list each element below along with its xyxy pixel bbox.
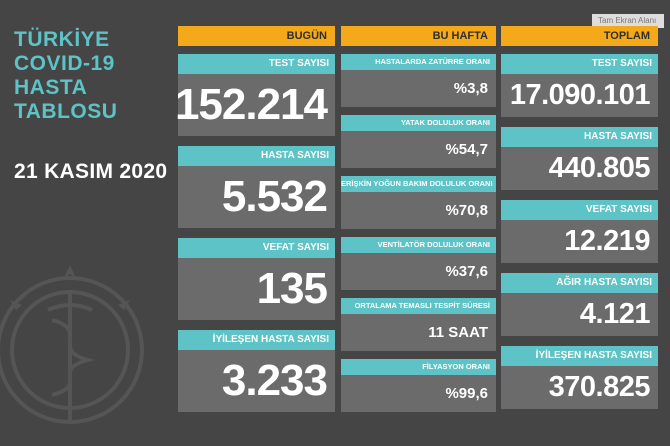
card-label: İYİLEŞEN HASTA SAYISI xyxy=(501,346,658,366)
total-severe-card: AĞIR HASTA SAYISI 4.121 xyxy=(501,273,658,336)
card-value: 370.825 xyxy=(501,366,658,409)
card-label: HASTA SAYISI xyxy=(178,146,335,166)
card-value: %3,8 xyxy=(341,70,496,107)
total-patient-card: HASTA SAYISI 440.805 xyxy=(501,127,658,190)
today-recovered-card: İYİLEŞEN HASTA SAYISI 3.233 xyxy=(178,330,335,412)
card-label: İYİLEŞEN HASTA SAYISI xyxy=(178,330,335,350)
card-value: 4.121 xyxy=(501,293,658,336)
card-value: 135 xyxy=(178,258,335,320)
page-title: TÜRKİYE COVID-19 HASTA TABLOSU xyxy=(14,28,117,124)
week-pneumonia-card: HASTALARDA ZATÜRRE ORANI %3,8 xyxy=(341,54,496,107)
card-value: 3.233 xyxy=(178,350,335,412)
card-value: 12.219 xyxy=(501,220,658,263)
week-filiation-card: FİLYASYON ORANI %99,6 xyxy=(341,359,496,412)
total-recovered-card: İYİLEŞEN HASTA SAYISI 370.825 xyxy=(501,346,658,409)
card-label: AĞIR HASTA SAYISI xyxy=(501,273,658,293)
header-week: BU HAFTA xyxy=(341,26,496,46)
header-total: TOPLAM xyxy=(501,26,658,46)
card-value: %37,6 xyxy=(341,253,496,290)
total-test-card: TEST SAYISI 17.090.101 xyxy=(501,54,658,117)
card-label: FİLYASYON ORANI xyxy=(341,359,496,375)
card-label: TEST SAYISI xyxy=(501,54,658,74)
week-contact-card: ORTALAMA TEMASLI TESPİT SÜRESİ 11 SAAT xyxy=(341,298,496,351)
ministry-emblem-icon xyxy=(0,265,144,424)
card-value: 5.532 xyxy=(178,166,335,228)
card-label: VEFAT SAYISI xyxy=(178,238,335,258)
card-value: 17.090.101 xyxy=(501,74,658,117)
card-value: 11 SAAT xyxy=(341,314,496,351)
card-value: 152.214 xyxy=(175,74,335,136)
report-date: 21 KASIM 2020 xyxy=(14,160,168,183)
fullscreen-watermark: Tam Ekran Alanı xyxy=(592,14,664,28)
title-line-4: TABLOSU xyxy=(14,100,118,123)
week-ventilator-card: VENTİLATÖR DOLULUK ORANI %37,6 xyxy=(341,237,496,290)
card-value: %54,7 xyxy=(341,131,496,168)
week-icu-card: ERİŞKİN YOĞUN BAKIM DOLULUK ORANI %70,8 xyxy=(341,176,496,229)
today-test-card: TEST SAYISI 152.214 xyxy=(175,54,335,136)
today-death-card: VEFAT SAYISI 135 xyxy=(178,238,335,320)
card-label: ERİŞKİN YOĞUN BAKIM DOLULUK ORANI xyxy=(341,176,496,192)
total-death-card: VEFAT SAYISI 12.219 xyxy=(501,200,658,263)
card-label: ORTALAMA TEMASLI TESPİT SÜRESİ xyxy=(341,298,496,314)
card-value: 440.805 xyxy=(501,147,658,190)
card-label: VEFAT SAYISI xyxy=(501,200,658,220)
card-value: %99,6 xyxy=(341,375,496,412)
title-line-3: HASTA xyxy=(14,76,88,99)
card-label: VENTİLATÖR DOLULUK ORANI xyxy=(341,237,496,253)
card-label: TEST SAYISI xyxy=(178,54,335,74)
header-today: BUGÜN xyxy=(178,26,335,46)
card-value: %70,8 xyxy=(341,192,496,229)
week-bed-card: YATAK DOLULUK ORANI %54,7 xyxy=(341,115,496,168)
card-label: YATAK DOLULUK ORANI xyxy=(341,115,496,131)
title-line-1: TÜRKİYE xyxy=(14,28,110,51)
card-label: HASTA SAYISI xyxy=(501,127,658,147)
card-label: HASTALARDA ZATÜRRE ORANI xyxy=(341,54,496,70)
title-line-2: COVID-19 xyxy=(14,52,115,75)
today-patient-card: HASTA SAYISI 5.532 xyxy=(178,146,335,228)
